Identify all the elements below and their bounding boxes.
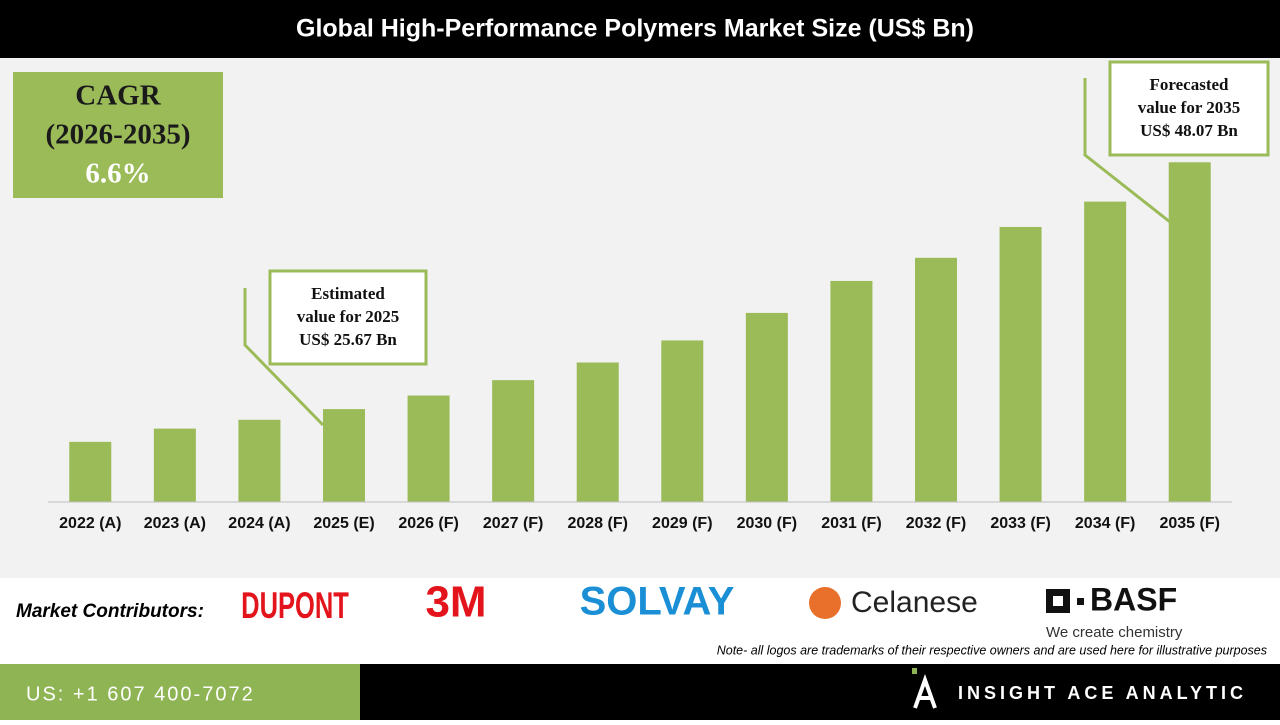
x-tick-label: 2033 (F) (990, 515, 1050, 532)
logo-tagline: We create chemistry (1046, 624, 1183, 641)
bar (830, 280, 873, 502)
connector (243, 288, 325, 427)
phone: US: +1 607 400-7072 (26, 683, 255, 705)
logo: DUPONT (241, 584, 349, 626)
brand-icon (913, 674, 937, 709)
annotation-connectors (243, 78, 1171, 427)
bar (915, 257, 957, 502)
logo: BASF (1090, 581, 1177, 617)
annotation-text: value for 2035 (1138, 98, 1241, 117)
bar (323, 409, 365, 502)
x-tick-label: 2030 (F) (737, 515, 797, 532)
brand-bar (360, 664, 1280, 720)
bar (1168, 162, 1211, 502)
logo: 3M (425, 578, 486, 627)
x-tick-label: 2024 (A) (228, 515, 290, 532)
x-tick-label: 2035 (F) (1159, 515, 1219, 532)
plot (69, 162, 1211, 502)
x-tick-label: 2034 (F) (1075, 515, 1135, 532)
bar (69, 441, 112, 502)
x-tick-label: 2029 (F) (652, 515, 712, 532)
x-tick-label: 2025 (E) (313, 515, 374, 532)
phone-bar (0, 664, 360, 720)
x-tick-label: 2022 (A) (59, 515, 121, 532)
annotation-text: US$ 25.67 Bn (299, 330, 397, 349)
x-tick-label: 2023 (A) (144, 515, 206, 532)
brand: INSIGHT ACE ANALYTIC (958, 683, 1247, 703)
annotation-box (268, 269, 428, 366)
title-bar (0, 0, 1280, 58)
logo-mark (1053, 596, 1063, 606)
x-tick-label: 2027 (F) (483, 515, 543, 532)
connector (1083, 78, 1171, 224)
annotation-text: Forecasted (1150, 75, 1230, 94)
logo: Celanese (851, 586, 978, 619)
bar (153, 428, 196, 502)
cagr-period: (2026-2035) (46, 119, 191, 151)
cagr-box (13, 72, 223, 198)
x-tick-label: 2032 (F) (906, 515, 966, 532)
x-tick-label: 2031 (F) (821, 515, 881, 532)
annotation-text: US$ 48.07 Bn (1140, 121, 1238, 140)
annotation-text: Estimated (311, 284, 385, 303)
contributors-label: Market Contributors: (16, 601, 204, 622)
cagr-label: CAGR (75, 80, 161, 112)
brand-icon (912, 668, 917, 674)
annotation-text: value for 2025 (297, 307, 400, 326)
bar (238, 419, 281, 502)
note: Note- all logos are trademarks of their … (717, 643, 1267, 657)
bar (492, 380, 535, 502)
bar (745, 312, 788, 502)
cagr-value: 6.6% (85, 158, 150, 190)
x-tick-label: 2028 (F) (567, 515, 627, 532)
logo-mark (1077, 598, 1084, 605)
bar (1084, 201, 1127, 502)
bar (576, 362, 619, 502)
logo-mark (809, 587, 841, 619)
logo: SOLVAY (580, 580, 735, 624)
bar (999, 226, 1042, 502)
bar (661, 340, 704, 502)
annotation-box (1108, 60, 1270, 157)
bar (407, 395, 450, 502)
chart-title: Global High-Performance Polymers Market … (296, 15, 974, 43)
x-tick-label: 2026 (F) (398, 515, 458, 532)
